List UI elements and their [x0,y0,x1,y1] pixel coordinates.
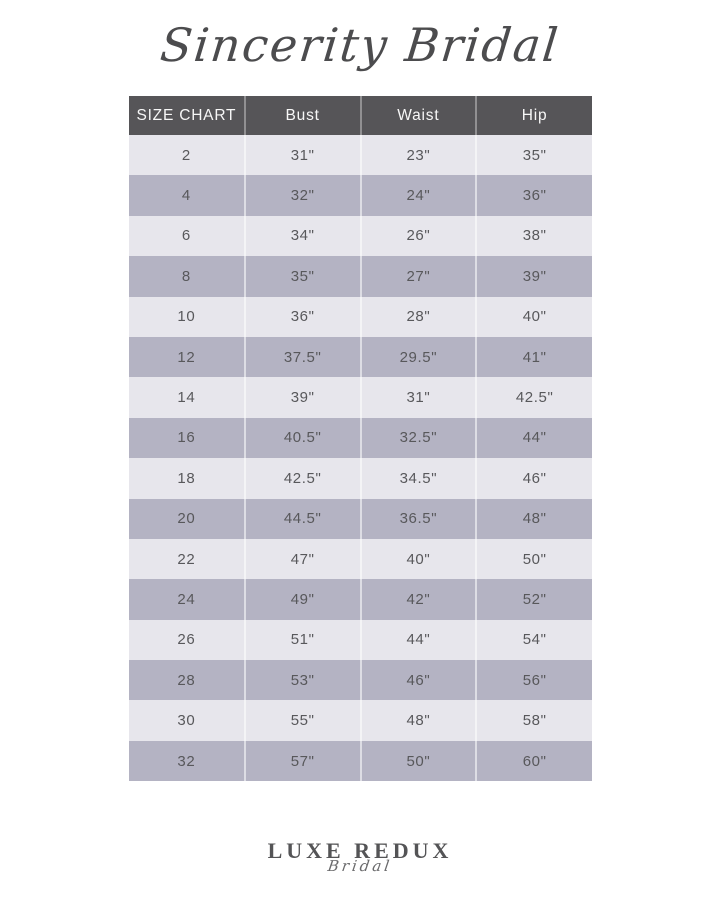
waist-cell: 24" [360,175,478,216]
bust-cell: 57" [244,740,362,782]
header-bust: Bust [244,96,362,135]
size-cell: 32 [129,740,246,782]
table-row: 18 42.5" 34.5" 46" [129,458,592,499]
table-row: 24 49" 42" 52" [129,579,592,620]
header-waist: Waist [360,96,478,135]
hip-cell: 60" [476,740,592,782]
size-cell: 10 [129,296,246,337]
bust-cell: 39" [244,377,362,418]
hip-cell: 54" [476,619,592,661]
size-chart-table: SIZE CHART Bust Waist Hip 2 31" 23" 35" 4 32"… [129,96,592,782]
waist-cell: 34.5" [360,458,478,499]
bust-cell: 44.5" [244,498,362,539]
hip-cell: 40" [476,296,592,337]
size-cell: 4 [129,175,246,216]
hip-cell: 56" [476,660,592,701]
bust-cell: 51" [244,619,362,661]
size-cell: 14 [129,377,246,418]
luxe-redux-logo-text: LUXE REDUX [267,838,453,863]
size-cell: 12 [129,336,246,378]
hip-cell: 58" [476,700,592,741]
brand-title: Sincerity Bridal [157,18,563,72]
table-row: 4 32" 24" 36" [129,175,592,216]
size-table-body: 2 31" 23" 35" 4 32" 24" 36" 6 34" 26" 38" 8 35" 27" 39"… [129,135,592,782]
waist-cell: 26" [360,215,478,257]
waist-cell: 48" [360,700,478,741]
waist-cell: 29.5" [360,336,478,378]
bust-cell: 49" [244,579,362,620]
bust-cell: 31" [244,135,362,176]
bust-cell: 35" [244,256,362,297]
waist-cell: 50" [360,740,478,782]
waist-cell: 44" [360,619,478,661]
table-row: 22 47" 40" 50" [129,538,592,580]
hip-cell: 38" [476,215,592,257]
size-cell: 22 [129,538,246,580]
size-cell: 8 [129,256,246,297]
bust-cell: 55" [244,700,362,741]
bust-cell: 53" [244,660,362,701]
table-header-row: SIZE CHART Bust Waist Hip [129,96,592,135]
hip-cell: 35" [476,135,592,176]
size-cell: 24 [129,579,246,620]
hip-cell: 36" [476,175,592,216]
size-cell: 2 [129,135,246,176]
waist-cell: 28" [360,296,478,337]
waist-cell: 36.5" [360,498,478,539]
table-row: 10 36" 28" 40" [129,296,592,337]
hip-cell: 48" [476,498,592,539]
waist-cell: 32.5" [360,417,478,459]
size-cell: 20 [129,498,246,539]
table-row: 30 55" 48" 58" [129,700,592,741]
hip-cell: 50" [476,538,592,580]
table-row: 28 53" 46" 56" [129,660,592,701]
table-row: 16 40.5" 32.5" 44" [129,417,592,459]
waist-cell: 31" [360,377,478,418]
luxe-redux-logo: LUXE REDUX Bridal [0,838,720,875]
waist-cell: 23" [360,135,478,176]
hip-cell: 41" [476,336,592,378]
bust-cell: 32" [244,175,362,216]
table-row: 26 51" 44" 54" [129,619,592,661]
table-row: 14 39" 31" 42.5" [129,377,592,418]
header-hip: Hip [476,96,592,135]
hip-cell: 46" [476,458,592,499]
size-cell: 18 [129,458,246,499]
bust-cell: 34" [244,215,362,257]
size-cell: 16 [129,417,246,459]
bust-cell: 47" [244,538,362,580]
hip-cell: 52" [476,579,592,620]
hip-cell: 42.5" [476,377,592,418]
waist-cell: 27" [360,256,478,297]
hip-cell: 39" [476,256,592,297]
luxe-redux-logo-script: Bridal [326,857,394,875]
bust-cell: 40.5" [244,417,362,459]
size-cell: 28 [129,660,246,701]
bust-cell: 37.5" [244,336,362,378]
waist-cell: 42" [360,579,478,620]
table-header: SIZE CHART Bust Waist Hip [129,96,592,135]
bust-cell: 36" [244,296,362,337]
table-row: 12 37.5" 29.5" 41" [129,336,592,378]
table-row: 8 35" 27" 39" [129,256,592,297]
waist-cell: 46" [360,660,478,701]
table-row: 6 34" 26" 38" [129,215,592,257]
size-chart-table-container: SIZE CHART Bust Waist Hip 2 31" 23" 35" 4 32"… [129,96,592,782]
table-row: 32 57" 50" 60" [129,740,592,782]
size-cell: 30 [129,700,246,741]
header-size-chart: SIZE CHART [129,96,246,135]
hip-cell: 44" [476,417,592,459]
table-row: 2 31" 23" 35" [129,135,592,176]
waist-cell: 40" [360,538,478,580]
size-cell: 26 [129,619,246,661]
table-row: 20 44.5" 36.5" 48" [129,498,592,539]
bust-cell: 42.5" [244,458,362,499]
size-cell: 6 [129,215,246,257]
